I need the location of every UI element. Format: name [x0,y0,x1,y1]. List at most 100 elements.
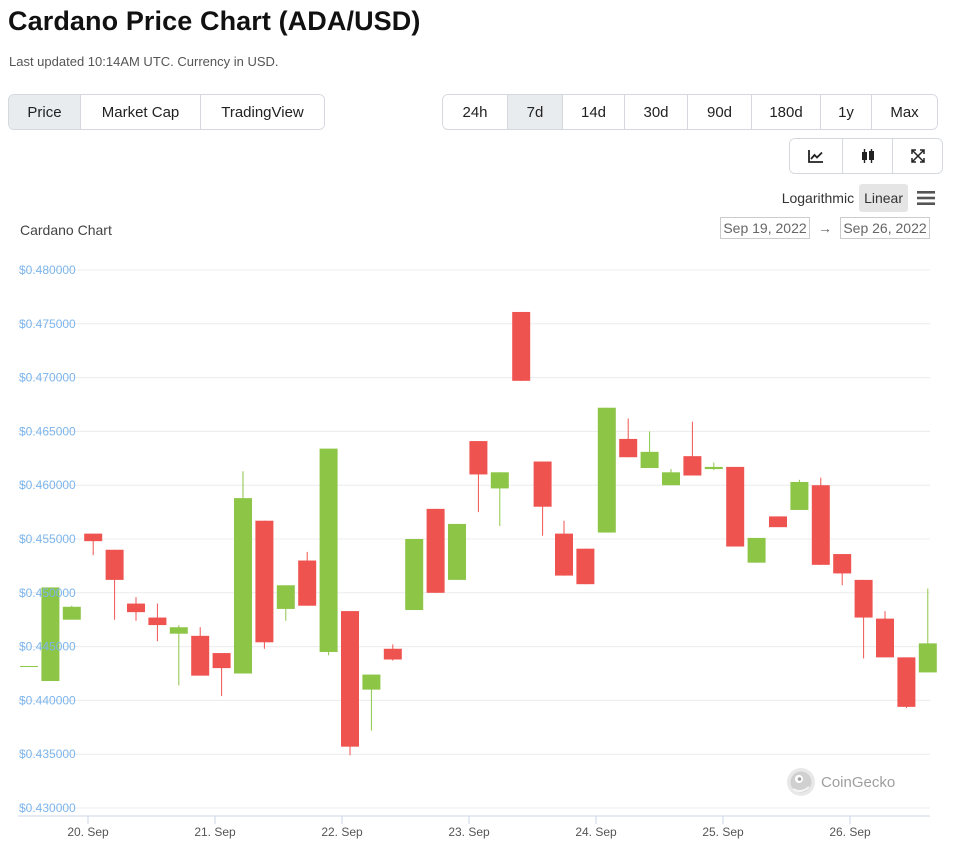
x-tick-label: 20. Sep [67,825,109,839]
logarithmic-scale-option[interactable]: Logarithmic [781,190,855,206]
candle[interactable] [319,448,338,656]
candle-body [298,560,317,606]
candle-body [212,653,231,669]
chart-style-tools [789,138,943,174]
date-range-picker: → [720,217,930,239]
x-tick-label: 22. Sep [321,825,363,839]
candle[interactable] [811,477,830,565]
candle-body [191,635,210,676]
candle[interactable] [726,466,745,547]
candle[interactable] [448,523,466,580]
candle-body [790,481,809,510]
y-tick-label: $0.460000 [19,478,76,492]
candle[interactable] [619,418,638,458]
watermark-text: CoinGecko [821,773,896,791]
candle[interactable] [640,431,659,468]
tab-price[interactable]: Price [9,95,80,129]
candle[interactable] [362,674,381,731]
candle[interactable] [918,588,937,673]
date-from-input[interactable] [720,217,810,239]
candle[interactable] [169,625,188,686]
candle[interactable] [41,587,60,682]
candle[interactable] [854,579,873,659]
candle-body [897,657,916,707]
candle[interactable] [555,520,573,576]
candle[interactable] [683,421,702,476]
candle[interactable] [212,653,231,697]
candle[interactable] [234,471,252,674]
candle[interactable] [597,407,616,533]
candle-body [255,520,274,643]
candle-body [426,508,445,593]
linear-scale-option[interactable]: Linear [859,184,908,212]
candle[interactable] [341,611,359,756]
line-chart-icon [808,150,823,163]
candle[interactable] [833,554,852,586]
range-7d-button[interactable]: 7d [507,95,562,129]
candle-body [833,554,852,574]
candle-body [854,579,873,618]
candle-body [555,533,573,576]
tab-market-cap[interactable]: Market Cap [80,95,200,129]
candle-body [405,539,424,611]
candle-body [20,665,38,667]
candle-body [448,523,466,580]
candle-body [148,617,167,626]
candle[interactable] [704,462,723,471]
x-tick-label: 26. Sep [829,825,871,839]
candle[interactable] [405,539,424,611]
range-14d-button[interactable]: 14d [562,95,624,129]
candle[interactable] [255,520,274,649]
candle[interactable] [62,605,81,620]
range-180d-button[interactable]: 180d [751,95,820,129]
candle[interactable] [148,603,167,642]
last-updated-text: Last updated 10:14AM UTC. Currency in US… [9,54,279,69]
candle[interactable] [876,611,894,658]
candle[interactable] [533,461,552,536]
candlestick-chart-button[interactable] [842,139,892,173]
candle[interactable] [276,585,295,621]
candle[interactable] [426,508,445,593]
candle[interactable] [897,657,916,708]
range-30d-button[interactable]: 30d [624,95,687,129]
date-to-input[interactable] [840,217,930,239]
date-range-arrow: → [818,220,832,236]
candle-body [876,618,894,658]
line-chart-button[interactable] [790,139,842,173]
price-chart[interactable]: $0.480000 $0.475000 $0.470000 $0.465000 $0.4… [0,250,955,850]
range-24h-button[interactable]: 24h [443,95,507,129]
candle[interactable] [790,479,809,510]
x-tick-label: 24. Sep [575,825,617,839]
candle[interactable] [127,597,145,621]
candle[interactable] [84,533,103,556]
candle-body [576,548,595,585]
candle[interactable] [469,441,488,513]
coingecko-watermark: CoinGecko [786,767,895,797]
candle[interactable] [769,516,787,528]
candle[interactable] [383,644,402,661]
candle[interactable] [490,472,509,527]
range-90d-button[interactable]: 90d [687,95,751,129]
candle[interactable] [512,311,531,381]
candle[interactable] [576,548,595,585]
candle[interactable] [191,627,210,676]
fullscreen-button[interactable] [892,139,942,173]
candle-body [747,537,766,563]
range-1y-button[interactable]: 1y [820,95,871,129]
tab-tradingview[interactable]: TradingView [200,95,324,129]
y-tick-label: $0.440000 [19,693,76,707]
coingecko-logo-icon [787,768,815,796]
candle-body [84,533,103,542]
hamburger-menu-icon[interactable] [917,191,935,205]
candle-body [619,438,638,458]
candle-body [105,549,124,580]
range-max-button[interactable]: Max [871,95,937,129]
candle[interactable] [20,665,38,667]
candle-body [234,498,252,674]
candle[interactable] [662,469,680,486]
candle[interactable] [105,549,124,620]
candle[interactable] [298,551,317,606]
x-tick-label: 25. Sep [702,825,744,839]
candle[interactable] [747,537,766,563]
y-tick-label: $0.465000 [19,424,76,438]
